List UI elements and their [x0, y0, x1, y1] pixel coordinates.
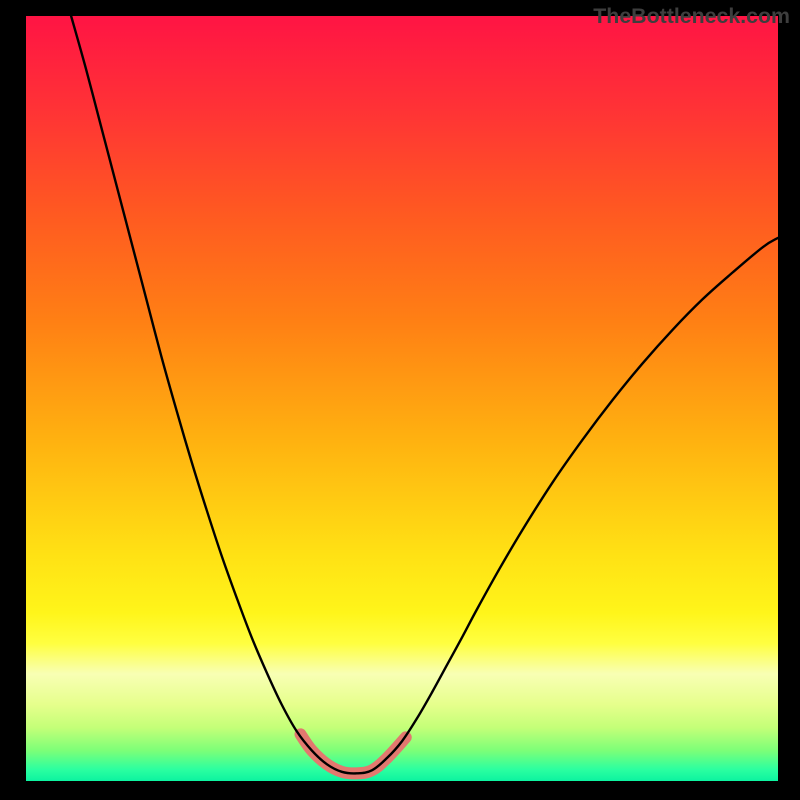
bottleneck-curve — [71, 16, 778, 773]
bottleneck-chart: TheBottleneck.com — [0, 0, 800, 800]
chart-curves — [0, 0, 800, 800]
